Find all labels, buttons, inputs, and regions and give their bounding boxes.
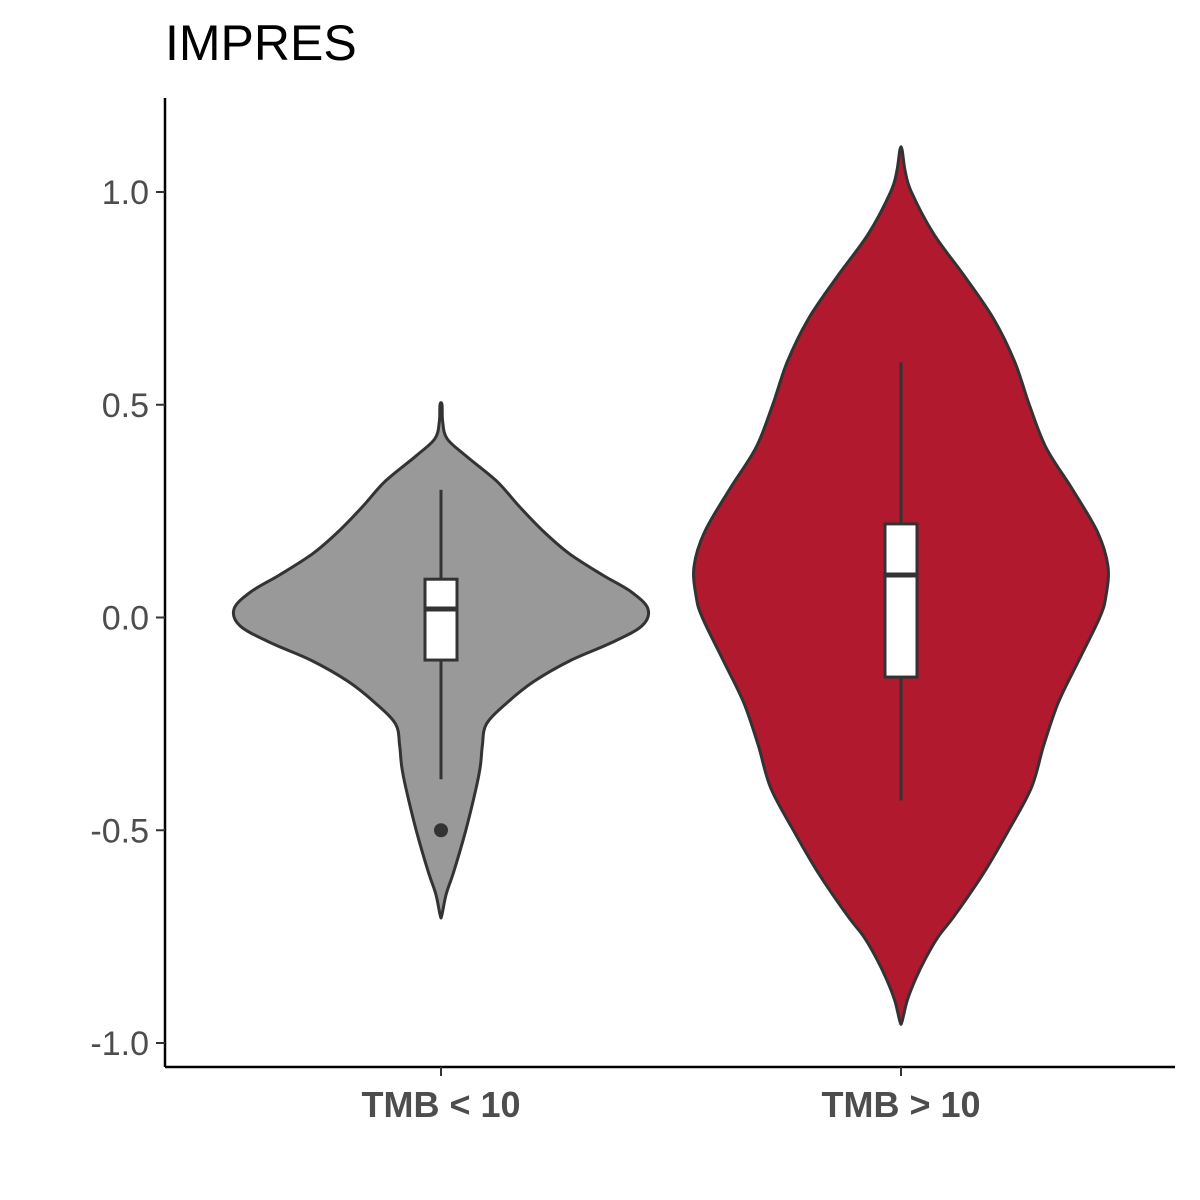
- box-iqr: [883, 522, 919, 679]
- y-tick-label: -0.5: [90, 812, 149, 850]
- chart-title: IMPRES: [165, 15, 357, 71]
- outlier-point: [434, 823, 448, 838]
- y-tick-label: 1.0: [102, 174, 149, 212]
- boxplot-layer: [423, 362, 919, 838]
- y-tick-label: 0.5: [102, 387, 149, 425]
- violin-layer: [231, 145, 1110, 1026]
- y-tick-label: 0.0: [102, 600, 149, 638]
- box-iqr: [423, 577, 459, 662]
- x-tick-label: TMB < 10: [361, 1084, 520, 1125]
- axes-layer: 1.0 0.5 0.0 -0.5 -1.0 TMB < 10 TMB > 10: [90, 98, 1175, 1125]
- y-tick-label: -1.0: [90, 1025, 149, 1063]
- x-tick-label: TMB > 10: [821, 1084, 980, 1125]
